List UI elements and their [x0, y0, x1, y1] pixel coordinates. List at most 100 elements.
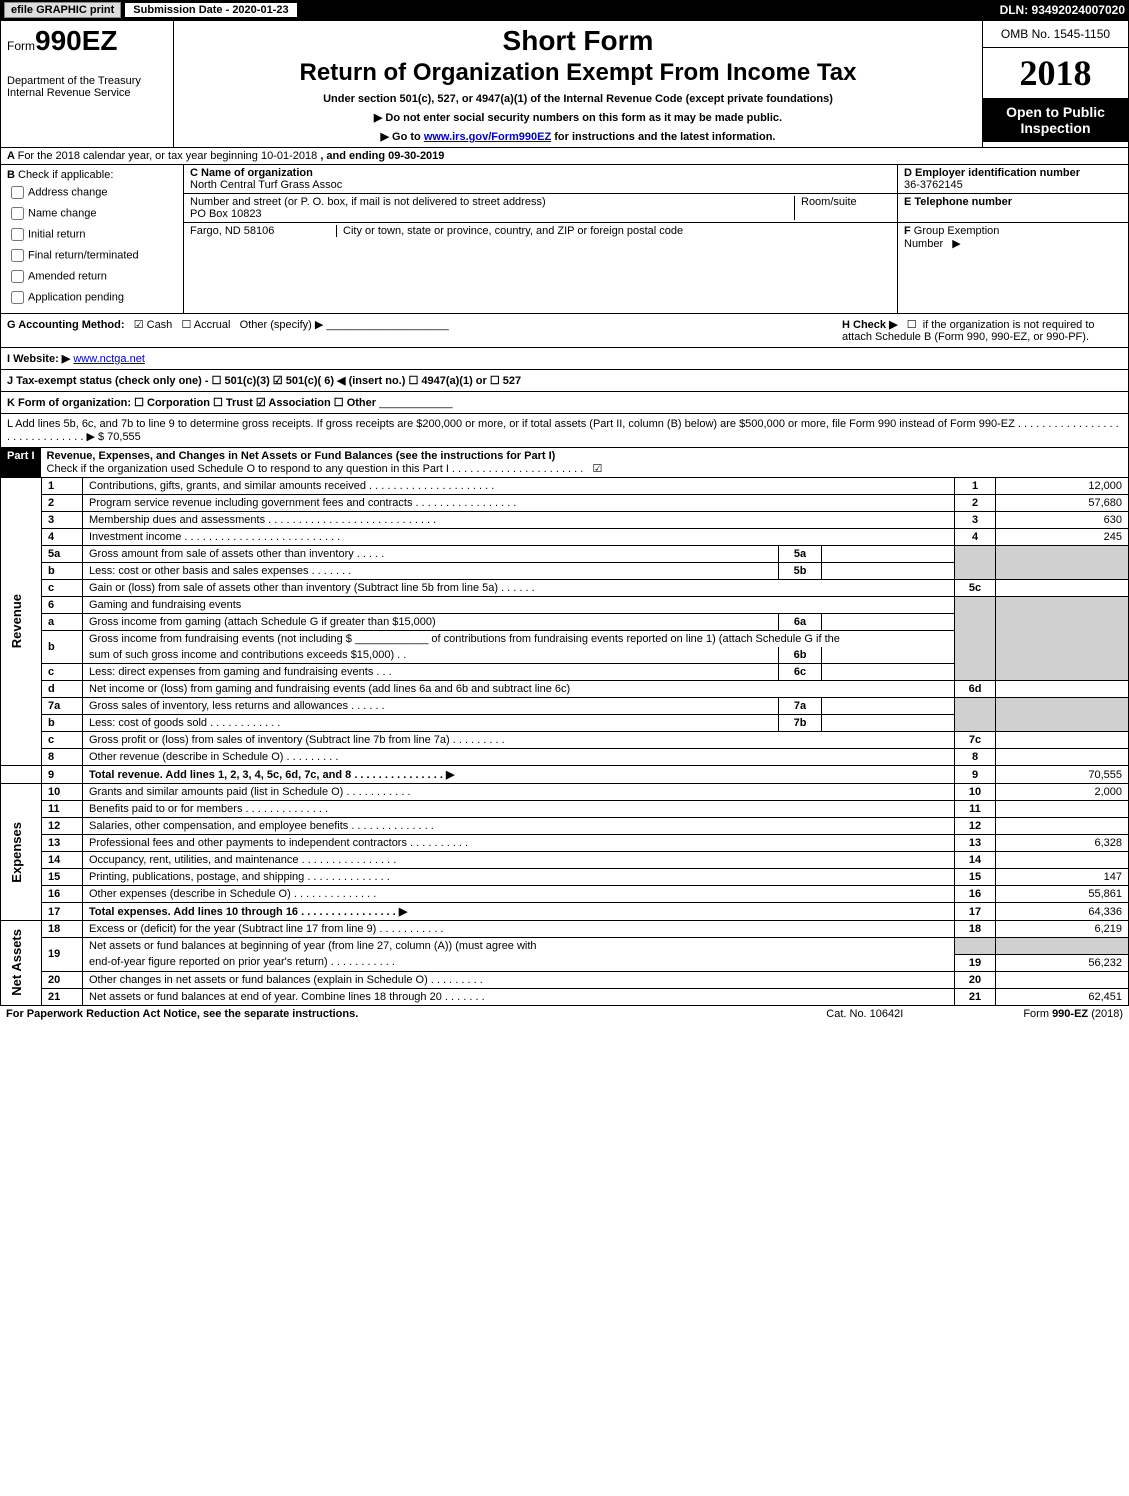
- ssn-warning: ▶ Do not enter social security numbers o…: [184, 111, 972, 124]
- line-8-val: [996, 749, 1129, 766]
- line-7b-desc: Less: cost of goods sold . . . . . . . .…: [83, 715, 779, 732]
- line-7a-desc: Gross sales of inventory, less returns a…: [83, 698, 779, 715]
- line-15-rnum: 15: [955, 869, 996, 886]
- form-header-row: Form990EZ Department of the Treasury Int…: [0, 20, 1129, 148]
- line-6c-num: c: [42, 664, 83, 681]
- final-return-checkbox[interactable]: Final return/terminated: [7, 246, 177, 265]
- line-5c-desc: Gain or (loss) from sale of assets other…: [83, 580, 955, 597]
- line-5b-mid: 5b: [779, 563, 822, 580]
- line-18-desc: Excess or (deficit) for the year (Subtra…: [83, 921, 955, 938]
- initial-return-checkbox[interactable]: Initial return: [7, 225, 177, 244]
- city-value: Fargo, ND 58106: [190, 225, 337, 237]
- line-17-desc: Total expenses. Add lines 10 through 16 …: [83, 903, 955, 921]
- section-a: A For the 2018 calendar year, or tax yea…: [0, 148, 1129, 165]
- line-6c-mid: 6c: [779, 664, 822, 681]
- line-1-num: 1: [42, 478, 83, 495]
- part1-title: Revenue, Expenses, and Changes in Net As…: [47, 450, 556, 462]
- line-19-val: 56,232: [996, 954, 1129, 971]
- line-15-num: 15: [42, 869, 83, 886]
- revenue-side-label: Revenue: [7, 590, 26, 652]
- name-change-checkbox[interactable]: Name change: [7, 204, 177, 223]
- line-11-num: 11: [42, 801, 83, 818]
- line-6d-rnum: 6d: [955, 681, 996, 698]
- line-6a-midval: [822, 614, 955, 631]
- line-11-rnum: 11: [955, 801, 996, 818]
- room-suite-label: Room/suite: [794, 196, 891, 220]
- line-5a-mid: 5a: [779, 546, 822, 563]
- treasury-dept: Department of the Treasury: [7, 75, 167, 87]
- line-21-num: 21: [42, 988, 83, 1005]
- part1-header-row: Part I Revenue, Expenses, and Changes in…: [0, 448, 1129, 478]
- line-3-num: 3: [42, 512, 83, 529]
- footer-right: Form 990-EZ (2018): [1023, 1008, 1123, 1020]
- d-label: D Employer identification number: [904, 167, 1122, 179]
- line-5b-num: b: [42, 563, 83, 580]
- line-5c-val: [996, 580, 1129, 597]
- footer-mid: Cat. No. 10642I: [826, 1008, 903, 1020]
- line-5ab-shade-val: [996, 546, 1129, 580]
- line-16-val: 55,861: [996, 886, 1129, 903]
- line-10-desc: Grants and similar amounts paid (list in…: [83, 784, 955, 801]
- line-4-desc: Investment income . . . . . . . . . . . …: [83, 529, 955, 546]
- form-header-right: OMB No. 1545-1150 2018 Open to Public In…: [982, 21, 1128, 147]
- line-4-val: 245: [996, 529, 1129, 546]
- b-label: Check if applicable:: [18, 169, 113, 181]
- e-label: E Telephone number: [904, 196, 1122, 208]
- line-7a-mid: 7a: [779, 698, 822, 715]
- line-10-rnum: 10: [955, 784, 996, 801]
- section-i: I Website: ▶ www.nctga.net: [0, 348, 1129, 370]
- line-21-val: 62,451: [996, 988, 1129, 1005]
- line-7c-desc: Gross profit or (loss) from sales of inv…: [83, 732, 955, 749]
- form-header-left: Form990EZ Department of the Treasury Int…: [1, 21, 174, 147]
- line-21-desc: Net assets or fund balances at end of ye…: [83, 988, 955, 1005]
- dln-label: DLN: 93492024007020: [1000, 3, 1125, 17]
- line-8-desc: Other revenue (describe in Schedule O) .…: [83, 749, 955, 766]
- line-17-val: 64,336: [996, 903, 1129, 921]
- line-7b-mid: 7b: [779, 715, 822, 732]
- amended-return-checkbox[interactable]: Amended return: [7, 267, 177, 286]
- address-change-checkbox[interactable]: Address change: [7, 183, 177, 202]
- line-6a-num: a: [42, 614, 83, 631]
- line-7b-num: b: [42, 715, 83, 732]
- part1-table: Revenue 1 Contributions, gifts, grants, …: [0, 478, 1129, 1006]
- line-6a-mid: 6a: [779, 614, 822, 631]
- line-6-desc: Gaming and fundraising events: [83, 597, 955, 614]
- line-7c-rnum: 7c: [955, 732, 996, 749]
- line-14-val: [996, 852, 1129, 869]
- g-cash: Cash: [147, 319, 173, 331]
- goto-link[interactable]: www.irs.gov/Form990EZ: [424, 131, 551, 143]
- telephone-value: [904, 208, 1122, 220]
- line-7b-midval: [822, 715, 955, 732]
- line-13-desc: Professional fees and other payments to …: [83, 835, 955, 852]
- application-pending-checkbox[interactable]: Application pending: [7, 288, 177, 307]
- line-5b-desc: Less: cost or other basis and sales expe…: [83, 563, 779, 580]
- line-16-desc: Other expenses (describe in Schedule O) …: [83, 886, 955, 903]
- line-7ab-shade-val: [996, 698, 1129, 732]
- line-5c-rnum: 5c: [955, 580, 996, 597]
- efile-print-button[interactable]: efile GRAPHIC print: [4, 2, 121, 18]
- line-5b-midval: [822, 563, 955, 580]
- i-label: I Website: ▶: [7, 353, 70, 365]
- line-16-num: 16: [42, 886, 83, 903]
- line-2-desc: Program service revenue including govern…: [83, 495, 955, 512]
- line-7a-num: 7a: [42, 698, 83, 715]
- g-other: Other (specify) ▶: [240, 319, 324, 331]
- line-19-shade: [955, 938, 996, 955]
- line-19-num: 19: [42, 938, 83, 972]
- line-2-rnum: 2: [955, 495, 996, 512]
- line-15-desc: Printing, publications, postage, and shi…: [83, 869, 955, 886]
- form-number: 990EZ: [35, 25, 118, 56]
- line-19-desc2: end-of-year figure reported on prior yea…: [83, 954, 955, 971]
- line-6c-midval: [822, 664, 955, 681]
- footer-left: For Paperwork Reduction Act Notice, see …: [6, 1008, 358, 1020]
- line-9-desc: Total revenue. Add lines 1, 2, 3, 4, 5c,…: [83, 766, 955, 784]
- line-20-desc: Other changes in net assets or fund bala…: [83, 971, 955, 988]
- goto-suffix: for instructions and the latest informat…: [551, 131, 775, 143]
- line-6b-desc1: Gross income from fundraising events (no…: [83, 631, 955, 648]
- line-21-rnum: 21: [955, 988, 996, 1005]
- line-6b-mid: 6b: [779, 647, 822, 664]
- section-a-text: For the 2018 calendar year, or tax year …: [18, 150, 318, 162]
- website-link[interactable]: www.nctga.net: [73, 353, 145, 365]
- line-6d-desc: Net income or (loss) from gaming and fun…: [83, 681, 955, 698]
- line-13-num: 13: [42, 835, 83, 852]
